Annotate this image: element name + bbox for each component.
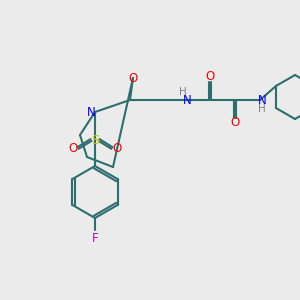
Text: N: N — [87, 106, 95, 118]
Text: N: N — [183, 94, 191, 106]
Text: O: O — [230, 116, 240, 130]
Text: O: O — [112, 142, 122, 154]
Text: O: O — [206, 70, 214, 83]
Text: H: H — [258, 104, 266, 114]
Text: N: N — [258, 94, 266, 106]
Text: O: O — [128, 71, 138, 85]
Text: F: F — [92, 232, 98, 244]
Text: H: H — [179, 87, 187, 97]
Text: S: S — [91, 134, 99, 146]
Text: O: O — [68, 142, 78, 154]
